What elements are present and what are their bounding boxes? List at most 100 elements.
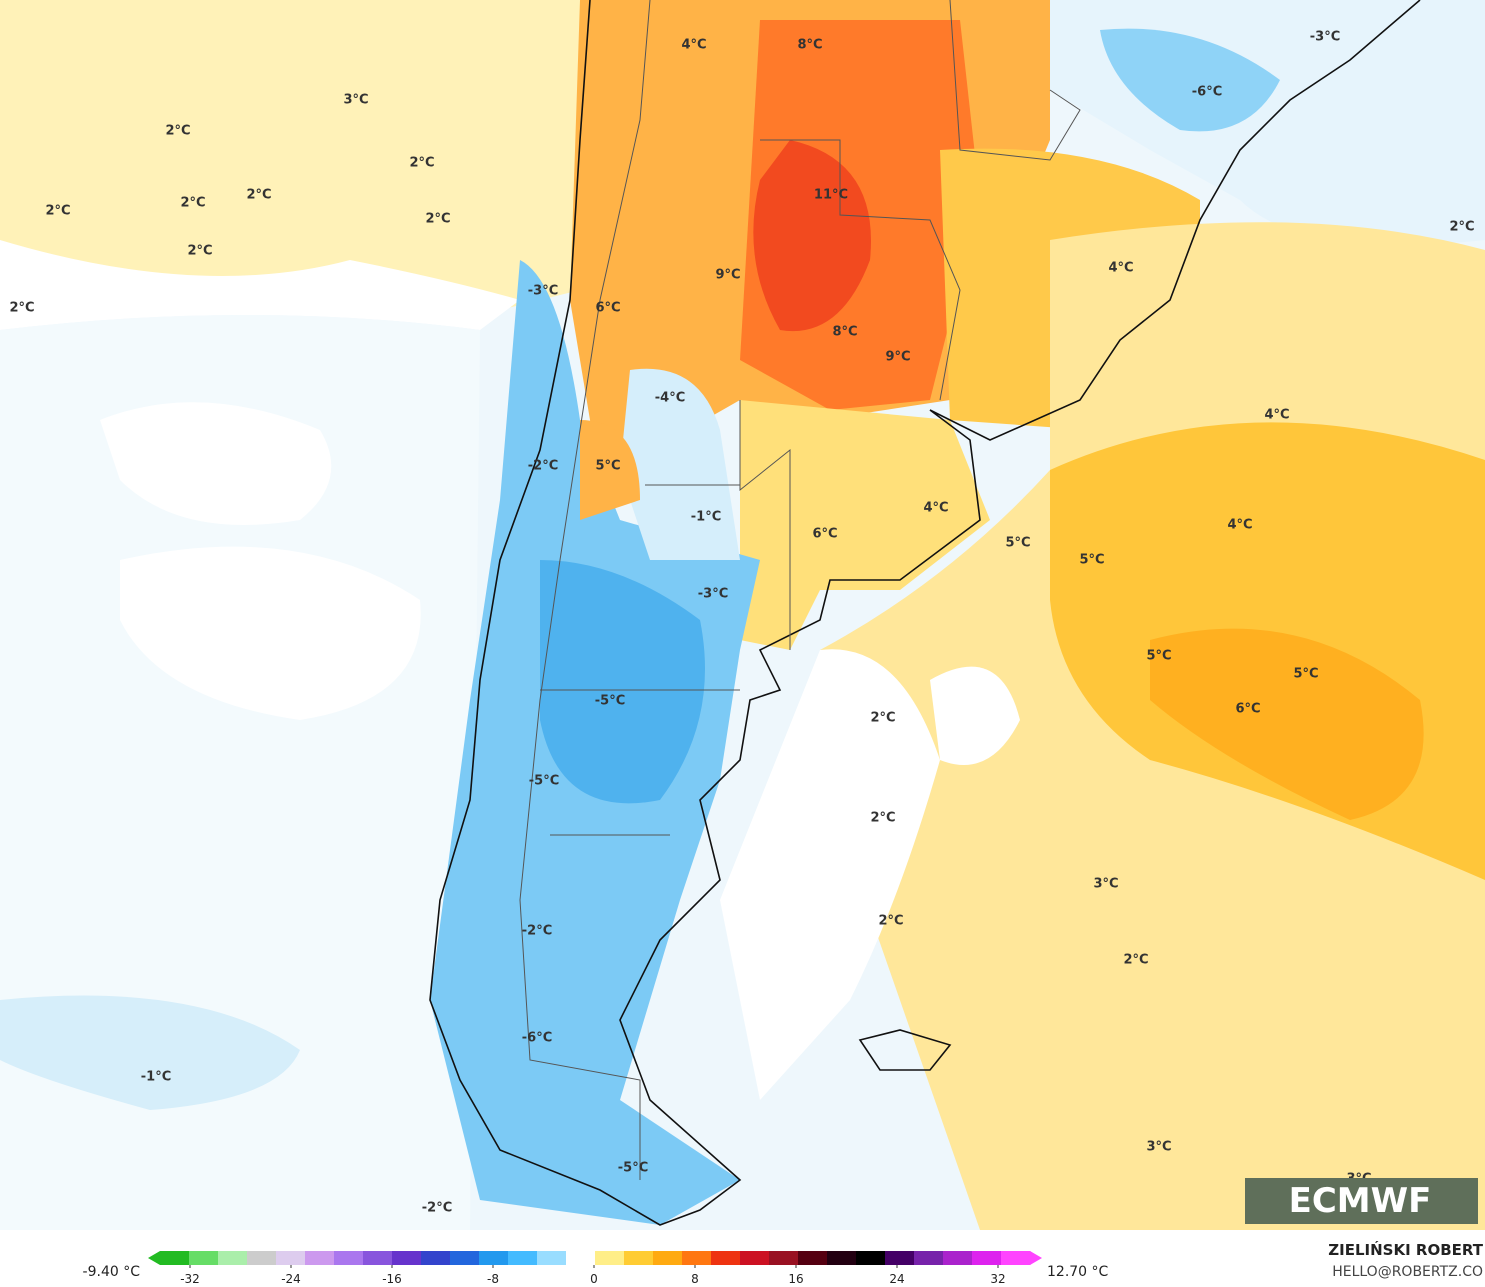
temperature-label: -3°C bbox=[1310, 30, 1340, 45]
colorbar-segment bbox=[392, 1251, 422, 1265]
temperature-label: 5°C bbox=[595, 459, 620, 474]
colorbar-tick-label: 16 bbox=[788, 1272, 803, 1286]
temperature-label: 6°C bbox=[595, 301, 620, 316]
colorbar-segment bbox=[363, 1251, 393, 1265]
temperature-label: 2°C bbox=[1123, 953, 1148, 968]
colorbar-segment bbox=[595, 1251, 625, 1265]
temperature-label: -4°C bbox=[655, 391, 685, 406]
colorbar-tick-label: 8 bbox=[691, 1272, 699, 1286]
temperature-label: 6°C bbox=[1235, 702, 1260, 717]
temperature-label: -2°C bbox=[522, 924, 552, 939]
email: HELLO@ROBERTZ.CO bbox=[1332, 1264, 1483, 1280]
colorbar-segment bbox=[914, 1251, 944, 1265]
temperature-label: 3°C bbox=[343, 93, 368, 108]
colorbar-segment bbox=[943, 1251, 973, 1265]
colorbar-segment bbox=[160, 1251, 190, 1265]
colorbar-segment bbox=[885, 1251, 915, 1265]
colorbar-segment bbox=[972, 1251, 1002, 1265]
colorbar-segment bbox=[827, 1251, 857, 1265]
colorbar-tick-label: 24 bbox=[889, 1272, 904, 1286]
temperature-label: -3°C bbox=[698, 587, 728, 602]
map-background bbox=[0, 0, 1485, 1230]
temperature-label: -5°C bbox=[595, 694, 625, 709]
temperature-label: 2°C bbox=[187, 244, 212, 259]
colorbar-segment bbox=[276, 1251, 306, 1265]
temperature-label: -2°C bbox=[528, 459, 558, 474]
colorbar-segment bbox=[334, 1251, 364, 1265]
temperature-label: 5°C bbox=[1079, 553, 1104, 568]
coastline bbox=[429, 0, 1421, 1226]
colorbar-segment bbox=[1001, 1251, 1031, 1265]
temperature-label: 9°C bbox=[715, 268, 740, 283]
temperature-label: 2°C bbox=[870, 711, 895, 726]
temperature-label: 5°C bbox=[1146, 649, 1171, 664]
temperature-label: 2°C bbox=[1449, 220, 1474, 235]
temperature-label: -6°C bbox=[522, 1031, 552, 1046]
temperature-label: 2°C bbox=[246, 188, 271, 203]
temperature-label: -2°C bbox=[422, 1201, 452, 1216]
logo-box bbox=[1245, 1178, 1478, 1224]
colorbar-segment bbox=[537, 1251, 567, 1265]
colorbar-segment bbox=[711, 1251, 741, 1265]
colorbar-segment bbox=[740, 1251, 770, 1265]
colorbar-segment bbox=[682, 1251, 712, 1265]
temperature-label: 2°C bbox=[9, 301, 34, 316]
colorbar-segment bbox=[247, 1251, 277, 1265]
colorbar-end bbox=[148, 1251, 160, 1265]
colorbar-tick-label: -8 bbox=[487, 1272, 499, 1286]
temperature-label: 9°C bbox=[885, 350, 910, 365]
colorbar: -32 -24 -16 -8 0 8 16 24 32 bbox=[148, 1251, 1042, 1286]
temperature-label: 2°C bbox=[165, 124, 190, 139]
colorbar-segment bbox=[769, 1251, 799, 1265]
temperature-label: -5°C bbox=[529, 774, 559, 789]
colorbar-segment bbox=[421, 1251, 451, 1265]
temperature-label: 4°C bbox=[681, 38, 706, 53]
colorbar-segment bbox=[624, 1251, 654, 1265]
temperature-labels: 8°C 4°C -3°C -6°C 3°C 2°C 2°C 2°C 2°C 2°C 2°C 11°C 2… bbox=[9, 30, 1474, 1216]
colorbar-max: 12.70 °C bbox=[1047, 1264, 1109, 1280]
temperature-label: 11°C bbox=[814, 188, 848, 203]
colorbar-tick-label: 32 bbox=[990, 1272, 1005, 1286]
borders bbox=[519, 0, 1081, 1180]
colorbar-end bbox=[1030, 1251, 1042, 1265]
temperature-label: 2°C bbox=[870, 811, 895, 826]
author: ZIELIŃSKI ROBERT bbox=[1328, 1240, 1483, 1259]
temperature-label: -1°C bbox=[141, 1070, 171, 1085]
colorbar-tick-label: 0 bbox=[590, 1272, 598, 1286]
temperature-label: 8°C bbox=[832, 325, 857, 340]
temperature-label: -6°C bbox=[1192, 85, 1222, 100]
colorbar-segment bbox=[305, 1251, 335, 1265]
temperature-label: 4°C bbox=[923, 501, 948, 516]
temperature-label: 4°C bbox=[1227, 518, 1252, 533]
colorbar-tick-label: -32 bbox=[180, 1272, 200, 1286]
colorbar-tick-label: -16 bbox=[382, 1272, 402, 1286]
temperature-label: 3°C bbox=[1146, 1140, 1171, 1155]
temperature-label: 5°C bbox=[1005, 536, 1030, 551]
temperature-label: 6°C bbox=[812, 527, 837, 542]
colorbar-tick-label: -24 bbox=[281, 1272, 301, 1286]
colorbar-segment bbox=[479, 1251, 509, 1265]
logo: ECMWF bbox=[1289, 1181, 1432, 1221]
colorbar-segment bbox=[450, 1251, 480, 1265]
temperature-label: 4°C bbox=[1108, 261, 1133, 276]
temperature-label: -5°C bbox=[618, 1161, 648, 1176]
colorbar-segment bbox=[566, 1251, 596, 1265]
temperature-label: -1°C bbox=[691, 510, 721, 525]
colorbar-segment bbox=[189, 1251, 219, 1265]
temperature-label: 2°C bbox=[409, 156, 434, 171]
temperature-label: 2°C bbox=[45, 204, 70, 219]
colorbar-segment bbox=[653, 1251, 683, 1265]
colorbar-segment bbox=[798, 1251, 828, 1265]
temperature-label: 5°C bbox=[1293, 667, 1318, 682]
temperature-label: -3°C bbox=[528, 284, 558, 299]
temperature-label: 8°C bbox=[797, 38, 822, 53]
temperature-label: 2°C bbox=[180, 196, 205, 211]
temperature-label: 3°C bbox=[1093, 877, 1118, 892]
temperature-label: 2°C bbox=[878, 914, 903, 929]
colorbar-segment bbox=[218, 1251, 248, 1265]
colorbar-min: -9.40 °C bbox=[83, 1264, 141, 1280]
temperature-label: 4°C bbox=[1264, 408, 1289, 423]
colorbar-segment bbox=[508, 1251, 538, 1265]
